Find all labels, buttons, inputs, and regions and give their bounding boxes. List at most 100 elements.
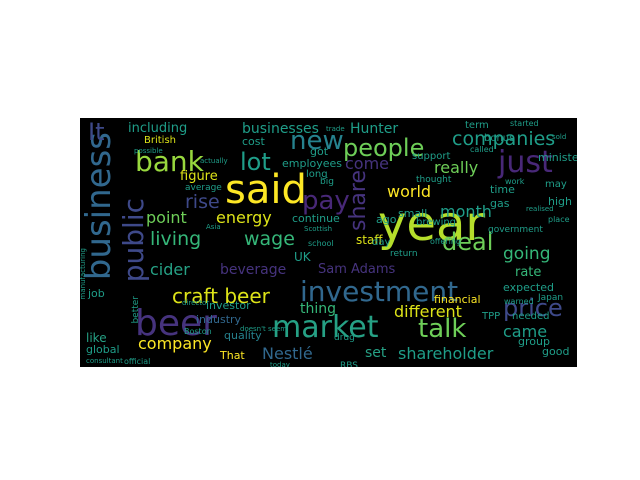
word-rbs: RBS <box>340 361 358 368</box>
word-share: share <box>346 170 371 231</box>
word-new: new <box>290 126 344 156</box>
word-small: small <box>398 207 428 220</box>
word-possible: possible <box>134 147 163 155</box>
word-offering: offering <box>430 237 461 246</box>
word-may: may <box>545 179 567 190</box>
word-rise: rise <box>185 191 220 213</box>
word-said: said <box>225 167 307 213</box>
word-it: It <box>88 118 105 146</box>
word-different: different <box>394 302 462 321</box>
word-gas: gas <box>490 197 510 210</box>
word-long: long <box>306 169 328 180</box>
word-month: month <box>440 202 492 221</box>
word-warned: warned <box>504 297 534 306</box>
word-uk: UK <box>294 250 311 264</box>
word-director: director <box>182 299 210 307</box>
word-thought: thought <box>416 175 452 185</box>
word-scottish: Scottish <box>304 225 333 233</box>
word-set: set <box>365 345 387 361</box>
word-today: today <box>270 361 290 368</box>
word-day: day <box>372 237 391 248</box>
word-good: good <box>542 345 570 358</box>
word-craft-beer: craft beer <box>172 284 270 308</box>
word-work: work <box>505 177 525 186</box>
word-needed: needed <box>512 311 550 322</box>
word-boston: Boston <box>184 327 212 336</box>
word-wage: wage <box>244 228 295 250</box>
word-talk: talk <box>418 314 467 344</box>
word-rate: rate <box>515 265 542 280</box>
word-including: including <box>128 121 188 136</box>
word-really: really <box>434 158 479 177</box>
word-hunter: Hunter <box>350 121 399 137</box>
word-just: just <box>498 145 553 180</box>
word-investor: investor <box>206 299 251 312</box>
word-nestle: Nestlé <box>262 344 313 363</box>
word-market: market <box>272 310 379 345</box>
word-that: That <box>220 349 245 362</box>
word-energy: energy <box>216 208 272 227</box>
word-tpp: TPP <box>482 311 501 322</box>
word-come: come <box>345 154 390 173</box>
word-official: official <box>124 357 151 366</box>
word-deal: deal <box>442 228 494 256</box>
word-job: job <box>88 287 105 300</box>
word-got: got <box>310 145 329 158</box>
word-like: like <box>86 331 107 345</box>
word-minister: minister <box>538 151 577 164</box>
word-brewing: brewing <box>416 217 457 228</box>
word-realised: realised <box>526 205 554 213</box>
word-business: business <box>80 132 119 281</box>
word-return: return <box>390 249 418 259</box>
word-called: called <box>470 145 494 154</box>
word-pay: pay <box>302 186 350 216</box>
word-bonus: bonus <box>484 133 515 144</box>
word-cost: cost <box>242 135 265 148</box>
word-industry: industry <box>196 313 242 326</box>
word-japan: Japan <box>538 293 564 303</box>
word-point: point <box>146 208 187 227</box>
word-beer: beer <box>135 303 217 344</box>
word-figure: figure <box>180 169 218 184</box>
word-companies: companies <box>452 128 556 150</box>
word-started: started <box>510 119 539 128</box>
word-financial: financial <box>434 293 481 306</box>
word-investment: investment <box>300 275 459 308</box>
word-shareholder: shareholder <box>398 344 494 363</box>
word-going: going <box>503 244 551 264</box>
word-lot: lot <box>240 148 271 176</box>
word-employees: employees <box>282 157 343 170</box>
word-doesnt-seem: doesn't seem <box>240 325 288 333</box>
word-big: big <box>320 177 334 187</box>
word-sam-adams: Sam Adams <box>318 262 396 277</box>
word-beverage: beverage <box>220 262 287 278</box>
word-term: term <box>465 120 489 131</box>
word-better: better <box>131 296 141 324</box>
word-actually: actually <box>200 157 228 165</box>
word-government: government <box>488 225 543 235</box>
word-high: high <box>548 195 572 208</box>
word-expected: expected <box>503 281 554 294</box>
word-public: public <box>117 198 150 283</box>
word-consultant: consultant <box>86 357 123 365</box>
word-staff: staff <box>356 233 383 247</box>
word-time: time <box>490 183 515 196</box>
word-group: group <box>518 335 550 348</box>
word-continue: continue <box>292 212 340 225</box>
word-thing: thing <box>300 301 337 317</box>
word-asia: Asia <box>206 223 221 231</box>
word-world: world <box>387 182 432 201</box>
word-sold: sold <box>552 133 567 141</box>
word-company: company <box>138 334 212 353</box>
word-ago: ago <box>376 213 397 226</box>
word-price: price <box>503 294 563 322</box>
word-quality: quality <box>224 329 262 342</box>
word-cider: cider <box>150 260 190 279</box>
word-businesses: businesses <box>242 121 319 137</box>
word-global: global <box>86 343 120 356</box>
word-manufacturing: manufacturing <box>80 248 87 300</box>
word-place: place <box>548 215 570 224</box>
word-average: average <box>185 183 222 193</box>
word-cloud: said year business beer investment marke… <box>80 118 577 367</box>
word-drug: drug <box>334 333 355 343</box>
